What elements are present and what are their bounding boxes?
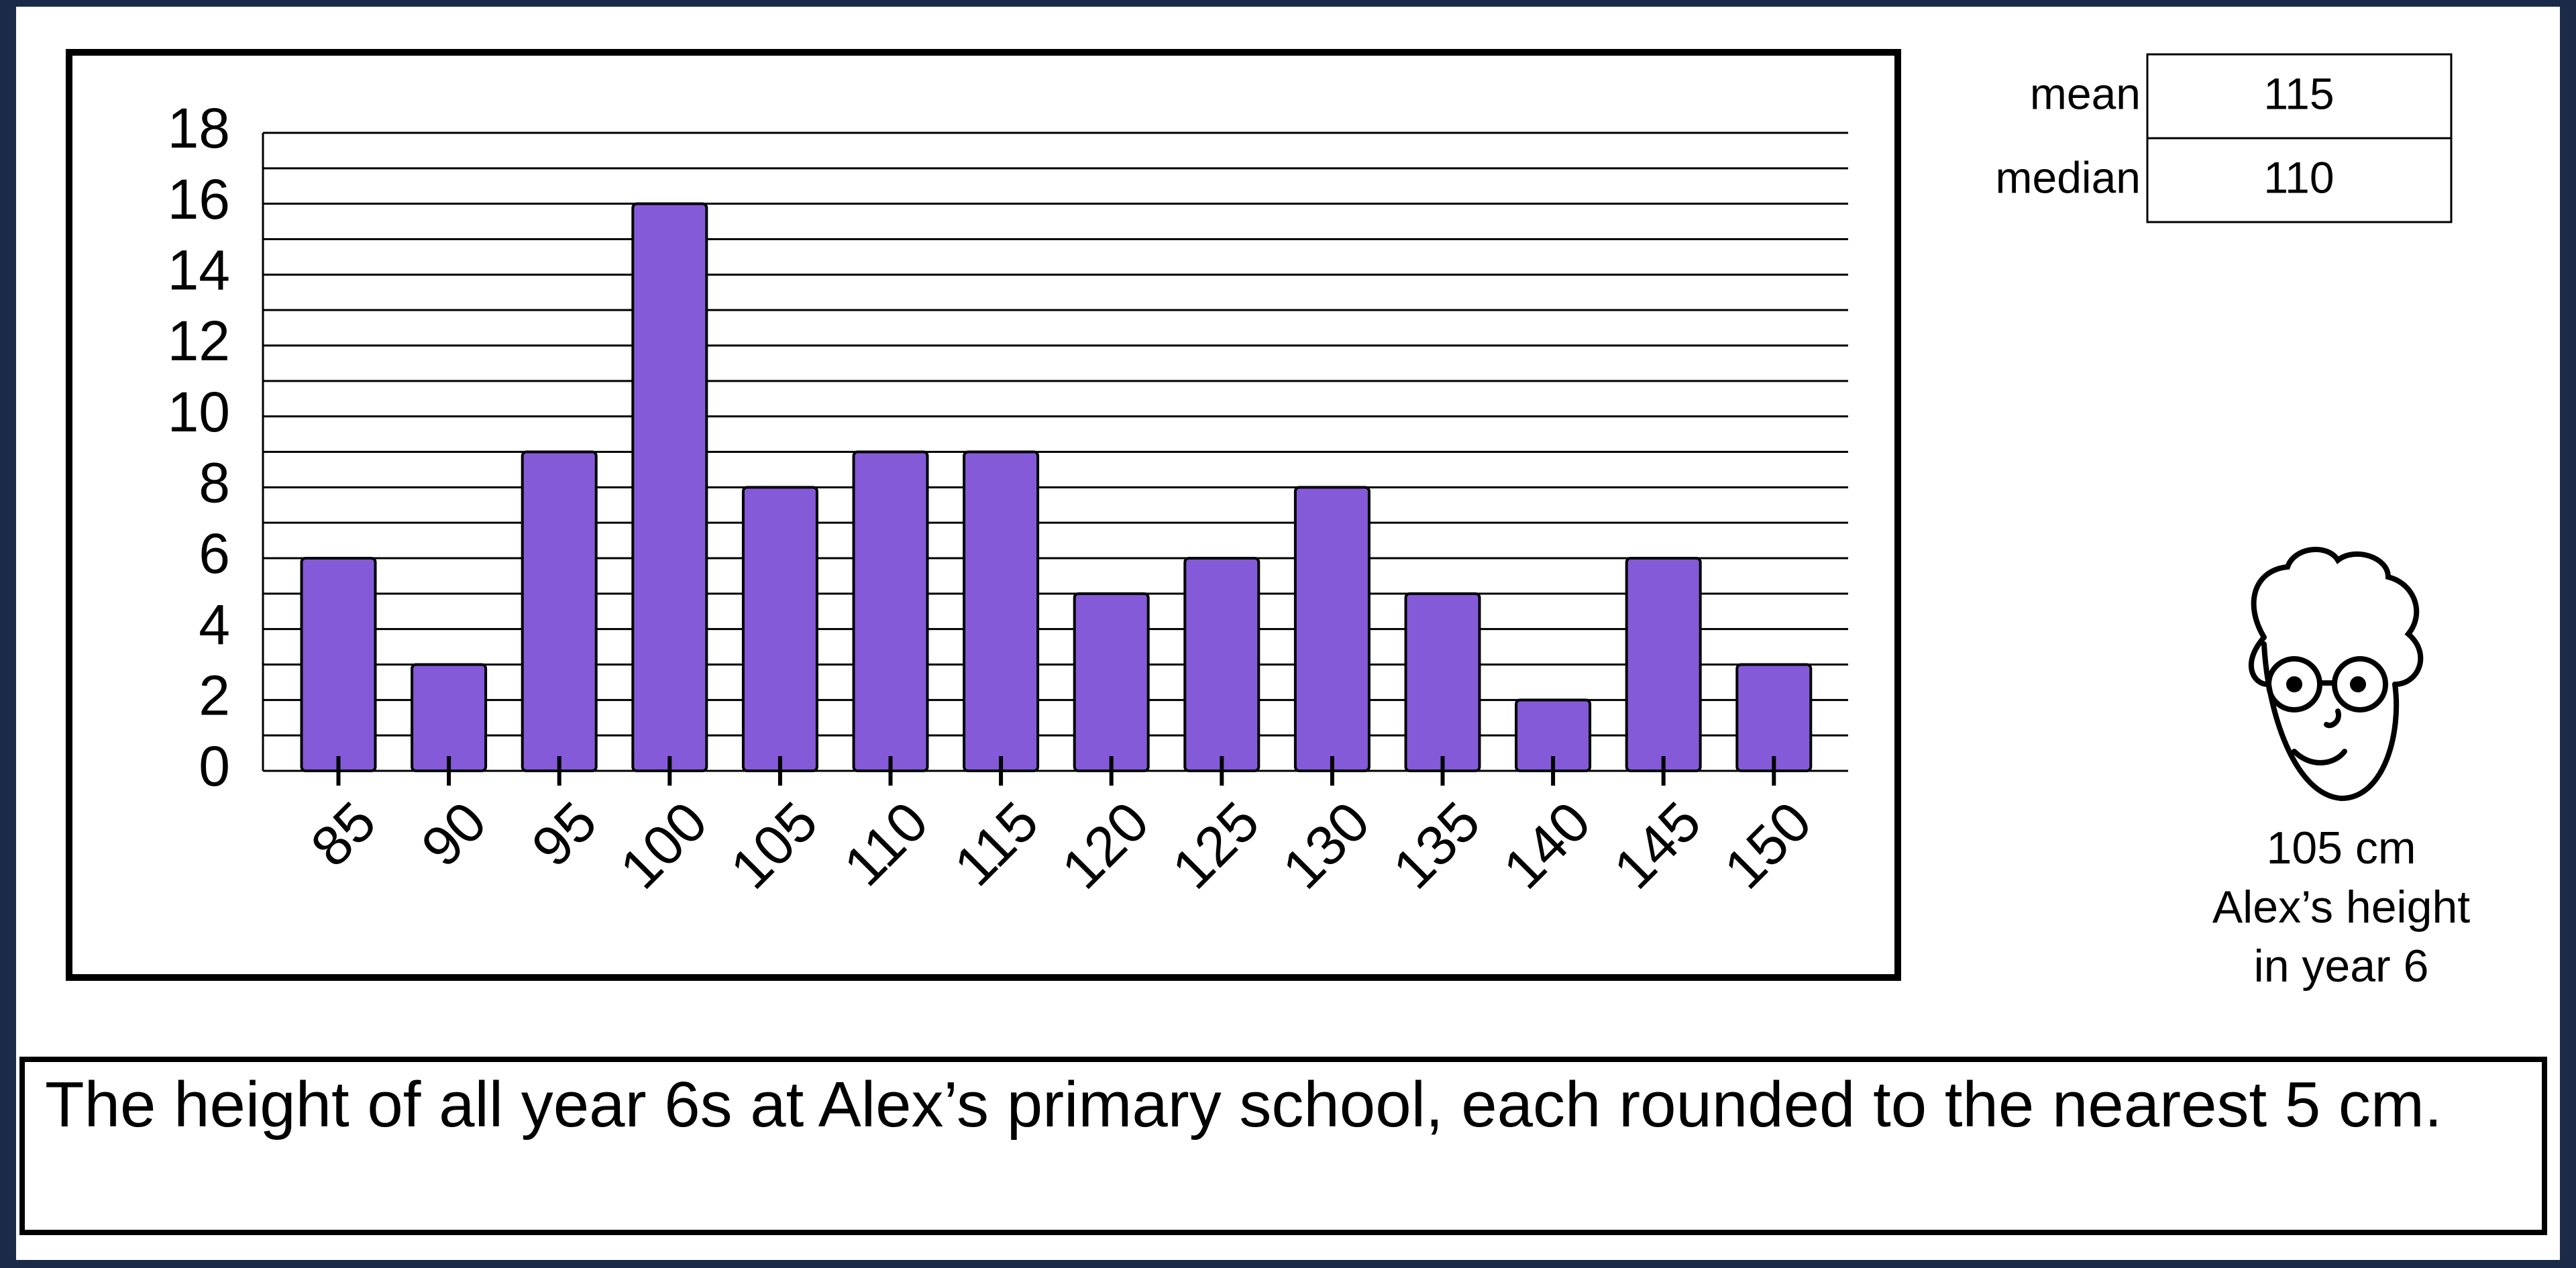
bar [300,557,377,772]
y-tick-label: 6 [199,522,230,585]
bar [741,486,818,772]
figure-label: in year 6 [2254,941,2429,992]
y-tick-label: 4 [199,593,230,656]
y-tick-label: 18 [168,97,230,160]
figure-label: 105 cm [2267,823,2416,874]
figure-label: Alex’s height [2212,882,2470,933]
bar [852,450,929,772]
y-tick-label: 10 [168,380,230,443]
y-tick-label: 16 [168,168,230,231]
bar [521,450,598,772]
bar [1625,557,1702,772]
bar [1404,592,1481,772]
bar [1073,592,1150,772]
caption-box: The height of all year 6s at Alex’s prim… [19,1057,2547,1235]
bar [963,450,1040,772]
bar [1735,663,1813,772]
bar [1293,486,1371,772]
bar [631,202,708,772]
face [2248,547,2424,802]
caption: The height of all year 6s at Alex’s prim… [45,1069,2443,1141]
stat-value: 115 [2263,68,2334,118]
y-tick-label: 14 [168,239,230,302]
y-tick-label: 12 [168,309,230,372]
y-tick-label: 2 [199,664,230,727]
stat-label: median [1996,152,2141,202]
stat-cell [2146,137,2453,223]
stat-value: 110 [2263,152,2334,202]
stat-label: mean [2030,68,2141,118]
y-tick-label: 8 [199,452,230,515]
bar [1183,557,1260,772]
y-tick-label: 0 [199,735,230,798]
bar [411,663,488,772]
